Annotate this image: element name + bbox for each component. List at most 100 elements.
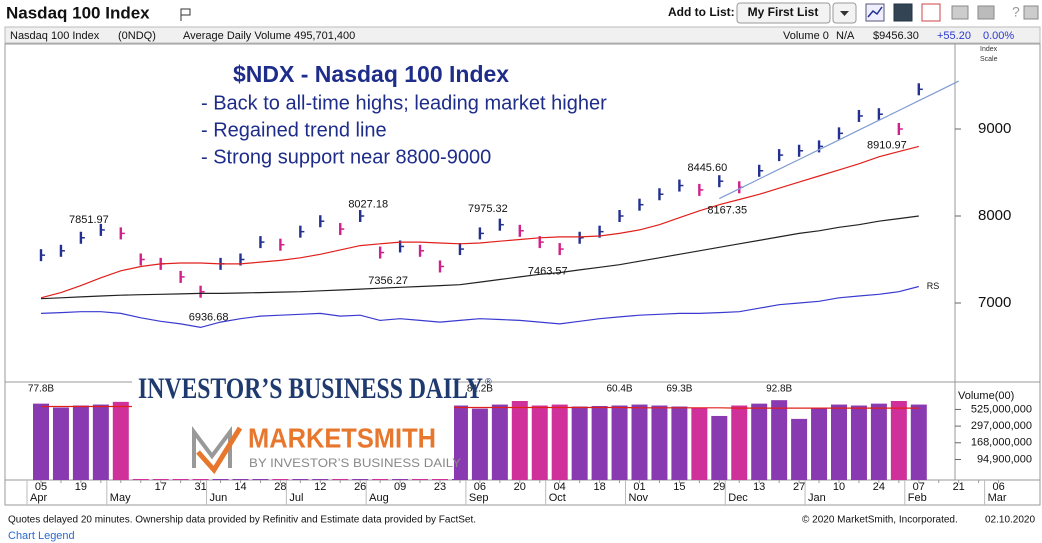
series-line xyxy=(40,145,919,299)
page-title: Nasdaq 100 Index xyxy=(6,3,150,22)
month-label: Nov xyxy=(629,492,649,504)
overlay: $NDX - Nasdaq 100 Index - Back to all-ti… xyxy=(196,56,684,174)
volume-bar xyxy=(811,407,828,480)
compare-icon[interactable] xyxy=(921,3,941,22)
volume-bar xyxy=(711,415,728,480)
extreme-label: 8445.60 xyxy=(687,162,727,174)
month-label: Feb xyxy=(908,492,927,504)
series-line xyxy=(40,285,919,329)
volume-bar xyxy=(671,406,688,480)
x-tick-label: 09 xyxy=(394,481,406,493)
info-volume: Volume 0 xyxy=(783,30,829,42)
series-line xyxy=(40,215,919,300)
x-tick-label: 07 xyxy=(913,481,925,493)
volume-bar xyxy=(651,405,668,480)
extreme-label: 8910.97 xyxy=(867,140,907,152)
month-label: Sep xyxy=(469,492,489,504)
volume-bar xyxy=(890,401,907,480)
extreme-label: 7463.57 xyxy=(528,266,568,278)
volume-bar xyxy=(471,408,488,480)
volume-bar xyxy=(751,403,768,480)
volume-bar xyxy=(451,405,468,480)
x-tick-label: 20 xyxy=(514,481,526,493)
logo-product: MARKETSMITH xyxy=(248,422,436,453)
info-price: $9456.30 xyxy=(873,30,919,42)
flag-icon[interactable] xyxy=(180,8,191,21)
x-tick-label: 10 xyxy=(833,481,845,493)
month-label: Dec xyxy=(728,492,748,504)
month-label: Jun xyxy=(210,492,228,504)
volume-peak-label: 92.8B xyxy=(766,384,792,395)
info-change-pct: 0.00% xyxy=(983,30,1014,42)
y-tick-label: 94,900,000 xyxy=(977,453,1032,465)
tools-icon[interactable] xyxy=(977,5,995,20)
x-tick-label: 06 xyxy=(474,481,486,493)
extreme-label: 7975.32 xyxy=(468,203,508,215)
price-bar xyxy=(299,225,302,238)
volume-peak-label: 60.4B xyxy=(606,384,632,395)
volume-bar xyxy=(92,404,109,480)
list-dropdown[interactable] xyxy=(736,2,831,24)
volume-bar xyxy=(691,407,708,480)
x-tick-label: 19 xyxy=(75,481,87,493)
y-tick-label: 525,000,000 xyxy=(971,403,1032,415)
x-tick-label: 01 xyxy=(633,481,645,493)
grid-icon[interactable] xyxy=(893,3,913,22)
footer-copyright: © 2020 MarketSmith, Incorporated. xyxy=(802,515,958,526)
volume-peak-label: 81.2B xyxy=(467,384,493,395)
x-tick-label: 18 xyxy=(593,481,605,493)
help-icon[interactable]: ? xyxy=(1012,4,1020,20)
chart-legend-link[interactable]: Chart Legend xyxy=(8,530,75,542)
x-tick-label: 15 xyxy=(673,481,685,493)
logo-mark: ® xyxy=(485,376,492,386)
dropdown-arrow xyxy=(840,11,849,16)
volume-bar xyxy=(491,404,508,480)
y-tick-label: 297,000,000 xyxy=(971,420,1032,432)
overlay-bullet: - Back to all-time highs; leading market… xyxy=(201,92,607,114)
price-bar xyxy=(79,231,83,244)
volume-peak-label: 77.8B xyxy=(28,384,54,395)
overlay-background xyxy=(196,56,684,174)
extreme-label: 6936.68 xyxy=(189,311,229,323)
price-bar xyxy=(199,285,202,298)
x-tick-label: 17 xyxy=(155,481,167,493)
month-label: Jul xyxy=(289,492,303,504)
x-tick-label: 14 xyxy=(234,481,246,493)
overlay-bullet: - Strong support near 8800-9000 xyxy=(201,146,491,168)
chart-frame xyxy=(4,43,1041,506)
x-tick-label: 04 xyxy=(554,481,566,493)
toolbar: ? xyxy=(865,3,1039,22)
volume-peak-label: 69.3B xyxy=(666,384,692,395)
x-tick-label: 27 xyxy=(793,481,805,493)
x-tick-label: 21 xyxy=(953,481,965,493)
info-volume-status: N/A xyxy=(836,30,855,42)
list-name[interactable]: My First List xyxy=(748,5,819,19)
volume-bar xyxy=(910,404,927,480)
extreme-label: 7851.97 xyxy=(69,214,109,226)
volume-bar xyxy=(771,400,788,480)
volume-bar xyxy=(551,404,568,480)
logo-brand: INVESTOR’S BUSINESS DAILY xyxy=(138,372,483,405)
month-label: May xyxy=(110,492,131,504)
x-tick-label: 23 xyxy=(434,481,446,493)
print-icon[interactable] xyxy=(951,5,969,20)
logo-icon-check xyxy=(196,426,243,475)
volume-bar xyxy=(531,405,548,480)
logo-background xyxy=(132,370,454,479)
y-tick-label: 8000 xyxy=(978,207,1011,224)
series-line xyxy=(719,80,959,200)
volume-bar xyxy=(591,406,608,480)
volume-bar xyxy=(631,404,648,480)
month-label: Oct xyxy=(549,492,566,504)
volume-bar xyxy=(870,403,887,480)
extreme-label: 8027.18 xyxy=(348,199,388,211)
volume-bar xyxy=(511,401,528,480)
volume-bar xyxy=(611,405,628,480)
y-tick-label: 9000 xyxy=(978,120,1011,137)
volume-bar xyxy=(831,404,847,480)
settings-icon[interactable] xyxy=(1023,5,1039,20)
volume-bar xyxy=(52,407,69,480)
logo-byline: BY INVESTOR’S BUSINESS DAILY xyxy=(249,456,461,470)
x-tick-label: 28 xyxy=(274,481,286,493)
